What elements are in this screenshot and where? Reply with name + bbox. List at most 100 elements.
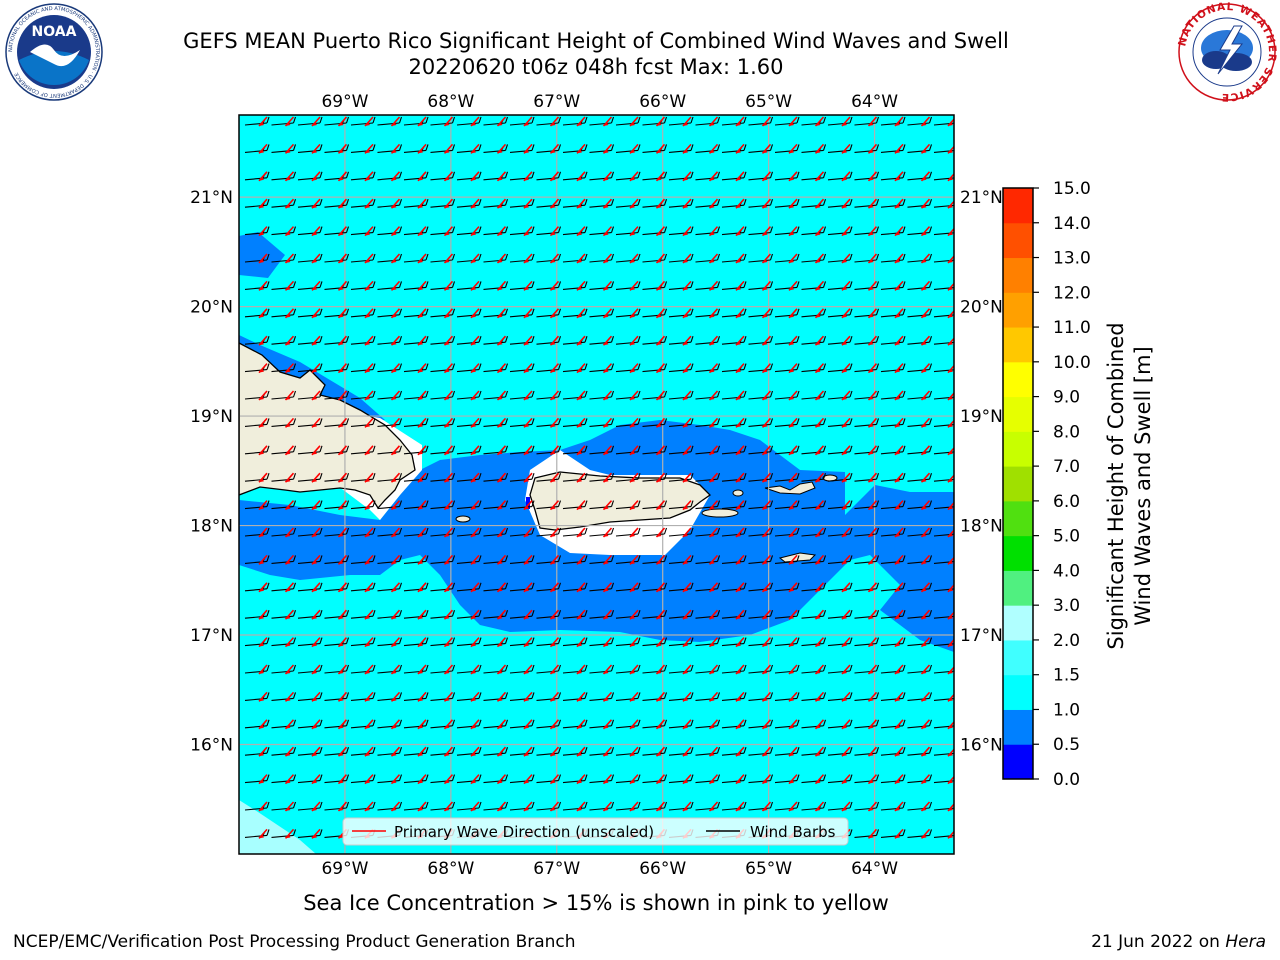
vector-glyph bbox=[801, 390, 827, 401]
vector-glyph bbox=[615, 226, 641, 237]
vector-glyph bbox=[350, 280, 376, 291]
vector-glyph bbox=[854, 363, 880, 374]
vector-glyph bbox=[536, 226, 562, 237]
vector-glyph bbox=[403, 390, 429, 401]
island-st-croix bbox=[778, 552, 817, 563]
vector-glyph bbox=[430, 664, 456, 675]
vector-glyph bbox=[562, 582, 588, 593]
vector-glyph bbox=[430, 582, 456, 593]
vector-glyph bbox=[483, 226, 509, 237]
vector-glyph bbox=[933, 392, 954, 401]
vector-glyph bbox=[615, 143, 641, 154]
vector-glyph bbox=[244, 719, 270, 730]
vector-glyph bbox=[271, 445, 297, 456]
vector-glyph bbox=[748, 390, 774, 401]
vector-glyph bbox=[880, 828, 906, 839]
vector-glyph bbox=[933, 172, 954, 182]
vector-glyph bbox=[403, 746, 429, 757]
vector-glyph bbox=[589, 335, 615, 346]
vector-glyph bbox=[907, 637, 933, 648]
colorbar-label-line1: Significant Height of Combined bbox=[1104, 322, 1128, 649]
vector-glyph bbox=[642, 253, 668, 264]
vector-glyph bbox=[350, 417, 376, 428]
vector-glyph bbox=[430, 390, 456, 401]
lon-tick-top-2: 67°W bbox=[533, 92, 580, 112]
colorbar-tick-17: 15.0 bbox=[1053, 179, 1091, 199]
vector-glyph bbox=[801, 198, 827, 209]
vector-glyph bbox=[377, 280, 403, 291]
vector-glyph bbox=[271, 171, 297, 182]
vector-glyph bbox=[456, 637, 482, 648]
vector-glyph bbox=[774, 774, 800, 785]
footer-credit: NCEP/EMC/Verification Post Processing Pr… bbox=[13, 932, 576, 952]
vector-glyph bbox=[271, 226, 297, 237]
vector-glyph bbox=[880, 171, 906, 182]
vector-glyph bbox=[801, 719, 827, 730]
colorbar-segment-5 bbox=[1003, 570, 1033, 606]
vector-glyph bbox=[933, 720, 954, 730]
vector-glyph bbox=[642, 500, 668, 511]
island-culebra bbox=[732, 489, 744, 497]
vector-glyph bbox=[748, 664, 774, 675]
vector-glyph bbox=[748, 774, 774, 785]
vector-glyph bbox=[668, 637, 694, 648]
vector-glyph bbox=[244, 609, 270, 620]
vector-glyph bbox=[827, 664, 853, 675]
vector-glyph bbox=[430, 417, 456, 428]
vector-glyph bbox=[695, 308, 721, 319]
vector-glyph bbox=[774, 116, 800, 127]
vector-glyph bbox=[324, 637, 350, 648]
vector-glyph bbox=[509, 691, 535, 702]
vector-glyph bbox=[377, 746, 403, 757]
colorbar-segment-13 bbox=[1003, 292, 1033, 328]
vector-glyph bbox=[324, 335, 350, 346]
vector-glyph bbox=[695, 500, 721, 511]
vector-glyph bbox=[721, 554, 747, 565]
vector-glyph bbox=[430, 637, 456, 648]
vector-glyph bbox=[430, 609, 456, 620]
vector-glyph bbox=[801, 335, 827, 346]
vector-glyph bbox=[748, 335, 774, 346]
vector-glyph bbox=[748, 554, 774, 565]
vector-glyph bbox=[377, 363, 403, 374]
vector-glyph bbox=[403, 417, 429, 428]
vector-glyph bbox=[483, 171, 509, 182]
vector-glyph bbox=[880, 527, 906, 538]
vector-glyph bbox=[244, 691, 270, 702]
vector-glyph bbox=[933, 803, 954, 812]
vector-glyph bbox=[907, 746, 933, 757]
vector-glyph bbox=[907, 774, 933, 785]
vector-glyph bbox=[509, 171, 535, 182]
vector-glyph bbox=[244, 500, 270, 511]
colorbar-tick-14: 12.0 bbox=[1053, 283, 1091, 303]
vector-glyph bbox=[642, 280, 668, 291]
vector-glyph bbox=[536, 280, 562, 291]
vector-glyph bbox=[907, 280, 933, 291]
vector-glyph bbox=[748, 363, 774, 374]
vector-glyph bbox=[324, 664, 350, 675]
legend: Primary Wave Direction (unscaled) Wind B… bbox=[342, 817, 849, 846]
vector-glyph bbox=[642, 664, 668, 675]
vector-glyph bbox=[562, 527, 588, 538]
vector-glyph bbox=[721, 801, 747, 812]
vector-glyph bbox=[350, 308, 376, 319]
vector-glyph bbox=[562, 226, 588, 237]
vector-glyph bbox=[377, 226, 403, 237]
vector-glyph bbox=[748, 308, 774, 319]
vector-glyph bbox=[748, 143, 774, 154]
vector-glyph bbox=[854, 472, 880, 483]
lon-tick-top-3: 66°W bbox=[639, 92, 686, 112]
colorbar-segment-7 bbox=[1003, 500, 1033, 537]
vector-glyph bbox=[456, 472, 482, 483]
vector-glyph bbox=[271, 828, 297, 839]
vector-glyph bbox=[377, 116, 403, 127]
vector-glyph bbox=[668, 280, 694, 291]
vector-glyph bbox=[933, 693, 954, 702]
vector-glyph bbox=[748, 582, 774, 593]
vector-glyph bbox=[695, 746, 721, 757]
vector-glyph bbox=[509, 472, 535, 483]
colorbar-tick-0: 0.0 bbox=[1053, 770, 1080, 790]
vector-glyph bbox=[933, 446, 954, 456]
colorbar: 0.0 0.5 1.0 1.5 2.0 3.0 4.0 5.0 6.0 7.0 8.0 9.0 10.0… bbox=[1002, 179, 1091, 790]
vector-glyph bbox=[827, 226, 853, 237]
